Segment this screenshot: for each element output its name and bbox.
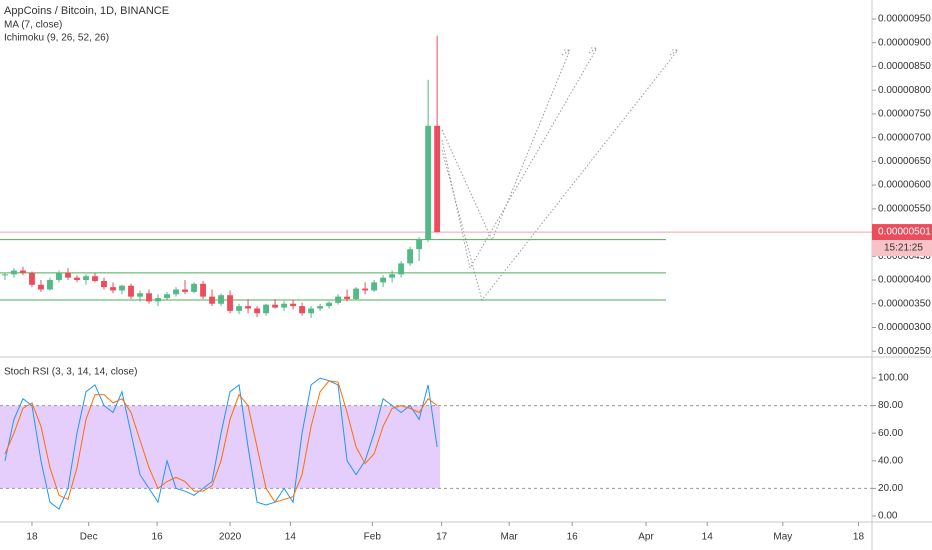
countdown-label: 15:21:25 [884, 243, 923, 254]
y-tick-label: 60.00 [878, 428, 903, 439]
candle-body [182, 289, 188, 292]
y-tick-label: 0.00000250 [878, 346, 931, 357]
candle-body [272, 304, 278, 308]
candle-body [416, 239, 423, 250]
candle-body [362, 288, 369, 291]
y-tick-label: 0.00000550 [878, 203, 931, 214]
x-tick-label: 16 [152, 532, 164, 543]
candle-body [389, 274, 396, 278]
y-tick-label: 20.00 [878, 483, 903, 494]
y-tick-label: 0.00000700 [878, 132, 931, 143]
chart-title: AppCoins / Bitcoin, 1D, BINANCE [4, 5, 169, 17]
candle-body [344, 296, 351, 299]
last-price-tag [872, 224, 932, 241]
indicator-label: Ichimoku (9, 26, 52, 26) [4, 33, 109, 44]
candle-body [227, 295, 233, 311]
projection-arrow [561, 49, 572, 56]
candle-body [326, 302, 333, 307]
candle-body [56, 272, 62, 281]
x-tick-label: 14 [702, 532, 714, 543]
band-fill [0, 405, 440, 489]
y-tick-label: 40.00 [878, 455, 903, 466]
y-tick-label: 0.00000450 [878, 251, 931, 262]
y-tick-label: 80.00 [878, 400, 903, 411]
x-tick-label: Mar [501, 532, 519, 543]
candle-body [200, 283, 206, 297]
candle-body [110, 287, 116, 291]
candle-body [308, 308, 315, 314]
stoch-line [4, 380, 438, 503]
x-tick-label: 17 [436, 532, 448, 543]
candle-body [380, 277, 387, 283]
x-tick-label: Feb [364, 532, 382, 543]
candle-body [299, 306, 305, 314]
x-tick-label: 14 [285, 532, 297, 543]
projection-arrow [669, 49, 680, 56]
candle-body [128, 285, 134, 297]
candle-body [83, 276, 89, 281]
last-price-label: 0.00000501 [878, 227, 931, 238]
candle-body [236, 306, 242, 311]
y-tick-label: 0.00000350 [878, 298, 931, 309]
candle-body [281, 303, 287, 308]
candle-body [407, 249, 414, 264]
x-tick-label: Dec [80, 532, 98, 543]
candle-body [371, 282, 378, 291]
y-tick-label: 100.00 [878, 373, 909, 384]
x-tick-label: 2020 [219, 532, 242, 543]
indicator-label: MA (7, close) [4, 20, 62, 31]
candle-body [263, 304, 269, 314]
candle-body [146, 293, 152, 302]
candle-body [173, 289, 179, 295]
candle-body [425, 125, 432, 240]
y-tick-label: 0.00000300 [878, 322, 931, 333]
candle-body [29, 272, 35, 285]
candle-body [164, 294, 170, 299]
candle-body [11, 270, 17, 275]
x-tick-label: 18 [26, 532, 38, 543]
y-tick-label: 0.00000900 [878, 37, 931, 48]
candle-body [119, 285, 125, 291]
y-tick-label: 0.00000950 [878, 14, 931, 25]
candle-body [245, 306, 251, 309]
y-tick-label: 0.00000600 [878, 180, 931, 191]
indicator-title: Stoch RSI (3, 3, 14, 14, close) [4, 367, 137, 378]
candle-body [317, 306, 324, 309]
candle-body [398, 263, 405, 275]
x-tick-label: Apr [638, 532, 654, 543]
candle-body [74, 277, 80, 281]
candle-body [335, 296, 342, 303]
candle-body [290, 303, 296, 307]
y-tick-label: 0.00 [878, 511, 898, 522]
y-tick-label: 0.00000400 [878, 275, 931, 286]
candle-body [101, 280, 107, 288]
candle-body [254, 308, 260, 314]
candle-body [38, 284, 44, 290]
y-tick-label: 0.00000800 [878, 85, 931, 96]
y-tick-label: 0.00000650 [878, 156, 931, 167]
candle-body [434, 125, 441, 233]
candle-body [92, 276, 98, 281]
projection-arrow [588, 47, 599, 54]
candle-body [353, 288, 360, 299]
candle-body [47, 280, 53, 290]
candle-body [209, 296, 215, 304]
y-tick-label: 0.00000750 [878, 109, 931, 120]
x-tick-label: May [773, 532, 792, 543]
candle-body [2, 274, 8, 276]
x-tick-label: 16 [567, 532, 579, 543]
countdown-tag [872, 240, 932, 257]
candle-body [155, 298, 161, 302]
candle-body [218, 295, 224, 304]
x-tick-label: 18 [853, 532, 865, 543]
candle-body [191, 283, 197, 292]
y-tick-label: 0.00000850 [878, 61, 931, 72]
candle-body [20, 270, 26, 273]
candle-body [65, 272, 71, 278]
candle-body [137, 293, 143, 297]
stoch-line [4, 377, 438, 510]
